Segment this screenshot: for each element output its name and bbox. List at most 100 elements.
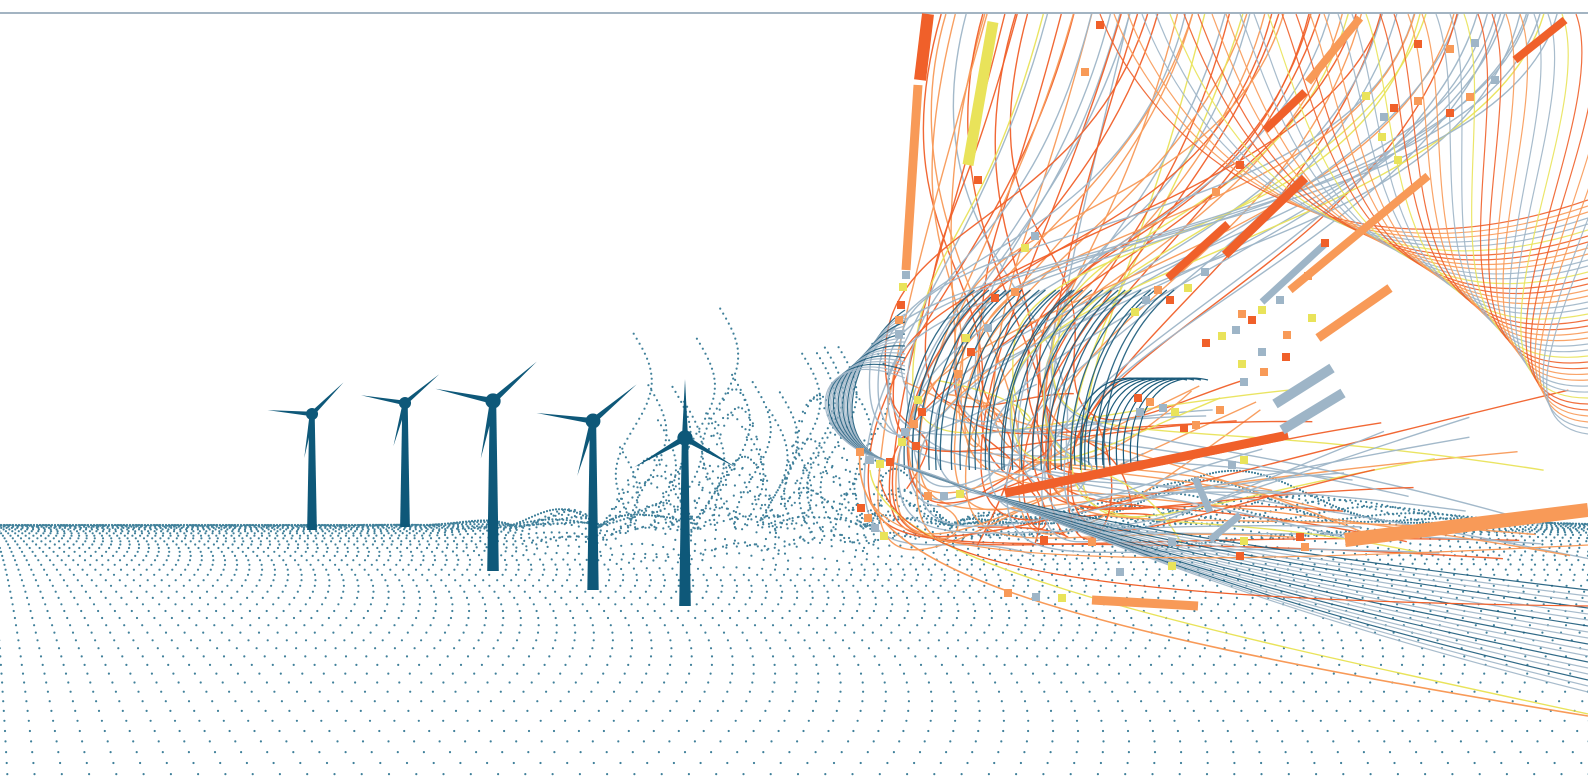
- streamline: [931, 13, 1273, 492]
- streamline: [1525, 13, 1588, 405]
- streamline: [1009, 13, 1243, 421]
- streamline-curl: [1084, 289, 1156, 471]
- particle-marker: [918, 408, 926, 416]
- particle-marker: [1236, 161, 1244, 169]
- highlight-segment: [1191, 476, 1214, 514]
- particle-marker: [1088, 538, 1096, 546]
- particle-marker: [1202, 339, 1210, 347]
- streamline: [954, 13, 1541, 423]
- turbine-blade: [480, 400, 496, 459]
- particle-marker: [940, 492, 948, 500]
- particle-marker: [901, 428, 909, 436]
- streamline-curl: [928, 289, 1000, 471]
- streamline-curl: [1054, 289, 1126, 471]
- turbine-blade: [393, 402, 408, 447]
- turbine-hub: [398, 396, 412, 410]
- highlight-segment: [914, 13, 934, 81]
- streamline: [877, 13, 1055, 551]
- particle-marker: [1081, 68, 1089, 76]
- highlight-segment: [1221, 174, 1309, 259]
- turbine-tower: [400, 403, 410, 527]
- streamline: [1393, 13, 1588, 331]
- particle-marker: [876, 460, 884, 468]
- particle-marker: [1321, 239, 1329, 247]
- turbine-blade: [591, 384, 637, 424]
- wind-turbine: [633, 379, 737, 606]
- streamline: [1043, 13, 1521, 491]
- highlight-segment: [1262, 89, 1308, 133]
- particle-marker: [1116, 568, 1124, 576]
- particle-marker: [1159, 404, 1167, 412]
- streamline-curl: [959, 289, 1031, 471]
- streamline: [869, 469, 1588, 715]
- particle-marker: [1154, 286, 1162, 294]
- streamline-curl: [1011, 289, 1084, 471]
- particle-marker: [857, 504, 865, 512]
- streamline: [1351, 13, 1588, 315]
- streamline: [887, 13, 1558, 436]
- turbine-blade: [361, 395, 406, 406]
- particle-marker: [1240, 378, 1248, 386]
- streamline: [1113, 13, 1588, 235]
- streamline: [886, 13, 1529, 539]
- particle-marker: [1058, 594, 1066, 602]
- particle-marker: [1414, 97, 1422, 105]
- streamline: [1127, 13, 1588, 239]
- streamline: [936, 13, 1421, 422]
- streamline-curl: [1079, 289, 1152, 471]
- streamline-curl: [988, 289, 1061, 471]
- particle-marker: [1146, 398, 1154, 406]
- highlight-segment: [1287, 172, 1431, 294]
- particle-marker: [1283, 331, 1291, 339]
- particle-marker: [1380, 113, 1388, 121]
- particle-marker: [1258, 306, 1266, 314]
- particle-marker: [1394, 156, 1402, 164]
- turbine-hub: [485, 393, 501, 409]
- streamline: [1211, 13, 1588, 266]
- particle-marker: [962, 334, 970, 342]
- wind-turbines: [267, 361, 737, 606]
- highlight-segment: [1165, 221, 1231, 281]
- particle-marker: [1201, 268, 1209, 276]
- particle-marker: [912, 442, 920, 450]
- particle-marker: [1131, 308, 1139, 316]
- particle-marker: [1446, 45, 1454, 53]
- streamline-curl: [1103, 289, 1175, 471]
- particle-marker: [864, 514, 872, 522]
- streamline: [1488, 13, 1588, 370]
- particle-marker: [991, 294, 999, 302]
- streamline: [895, 13, 1257, 535]
- streamline: [879, 479, 1588, 607]
- streamline-curl: [1000, 289, 1073, 471]
- particle-marker: [1240, 537, 1248, 545]
- wind-turbine: [536, 384, 637, 590]
- streamline: [1323, 13, 1588, 304]
- turbine-blade: [304, 413, 315, 458]
- particle-marker: [1040, 536, 1048, 544]
- streamline: [946, 13, 1416, 423]
- particle-marker: [1142, 296, 1150, 304]
- particle-marker: [895, 316, 903, 324]
- streamline: [1407, 13, 1588, 336]
- streamline-curl: [1136, 377, 1209, 466]
- streamline: [1337, 13, 1588, 310]
- particle-marker: [1296, 533, 1304, 541]
- particle-marker: [956, 490, 964, 498]
- particle-marker: [984, 324, 992, 332]
- streamline: [1063, 13, 1502, 527]
- particle-marker: [1168, 562, 1176, 570]
- particle-marker: [1171, 408, 1179, 416]
- turbine-blade: [633, 435, 687, 468]
- highlight-segment: [1315, 284, 1393, 342]
- turbine-tower: [587, 421, 599, 590]
- streamline: [1099, 13, 1588, 230]
- particle-marker: [1282, 353, 1290, 361]
- particle-marker: [1031, 232, 1039, 240]
- streamline-curl: [1032, 289, 1104, 471]
- streamline: [858, 449, 1588, 717]
- streamline: [1267, 13, 1588, 285]
- streamline-curl: [1003, 289, 1075, 471]
- particle-marker: [871, 524, 879, 532]
- streamline: [1010, 13, 1545, 461]
